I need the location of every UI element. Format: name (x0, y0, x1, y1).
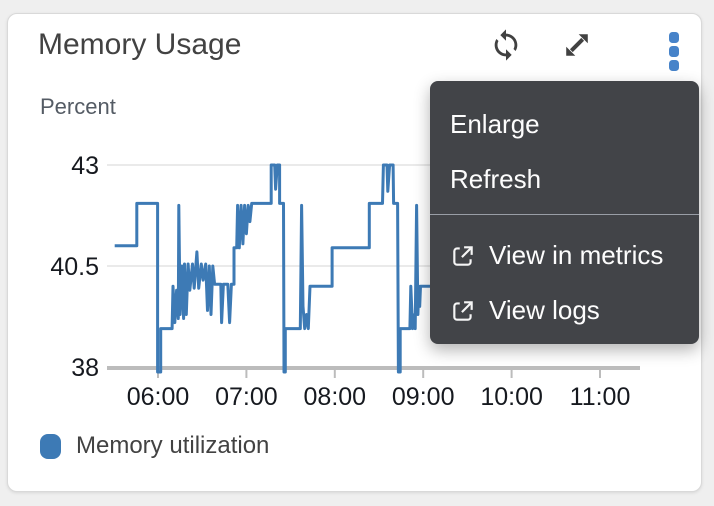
menu-divider (430, 214, 699, 215)
y-axis-unit-label: Percent (40, 94, 116, 119)
external-link-icon (453, 300, 473, 321)
menu-item-view-in-metrics[interactable]: View in metrics (430, 228, 699, 283)
vertical-ellipsis-icon (669, 31, 679, 71)
menu-item-refresh[interactable]: Refresh (430, 152, 699, 207)
external-link-icon (453, 245, 473, 266)
series-line-memory-utilization (114, 163, 432, 374)
expand-button[interactable] (559, 27, 595, 63)
menu-item-view-logs[interactable]: View logs (430, 283, 699, 338)
widget-context-menu: Enlarge Refresh View in metrics View log… (430, 81, 699, 344)
x-tick-label: 06:00 (127, 383, 190, 411)
y-tick-label: 38 (71, 354, 99, 382)
menu-item-label: Refresh (450, 164, 542, 194)
refresh-button[interactable] (488, 27, 524, 63)
x-tick-label: 07:00 (215, 383, 278, 411)
x-tick-label: 11:00 (570, 383, 631, 411)
menu-item-enlarge[interactable]: Enlarge (430, 97, 699, 152)
legend-item-memory-utilization[interactable]: Memory utilization (40, 432, 269, 460)
x-tick-label: 08:00 (304, 383, 367, 411)
y-tick-label: 40.5 (50, 253, 99, 281)
legend-label: Memory utilization (76, 432, 270, 459)
widget-title: Memory Usage (38, 28, 242, 61)
widget-menu-button[interactable] (660, 29, 688, 73)
legend-swatch (40, 433, 61, 459)
menu-item-label: View in metrics (489, 240, 664, 270)
menu-item-label: View logs (489, 295, 600, 325)
y-tick-label: 43 (71, 152, 99, 180)
x-tick-label: 09:00 (392, 383, 455, 411)
x-tick-label: 10:00 (480, 383, 543, 411)
refresh-icon (494, 29, 518, 61)
menu-item-label: Enlarge (450, 109, 540, 139)
expand-diagonal-icon (566, 34, 588, 56)
